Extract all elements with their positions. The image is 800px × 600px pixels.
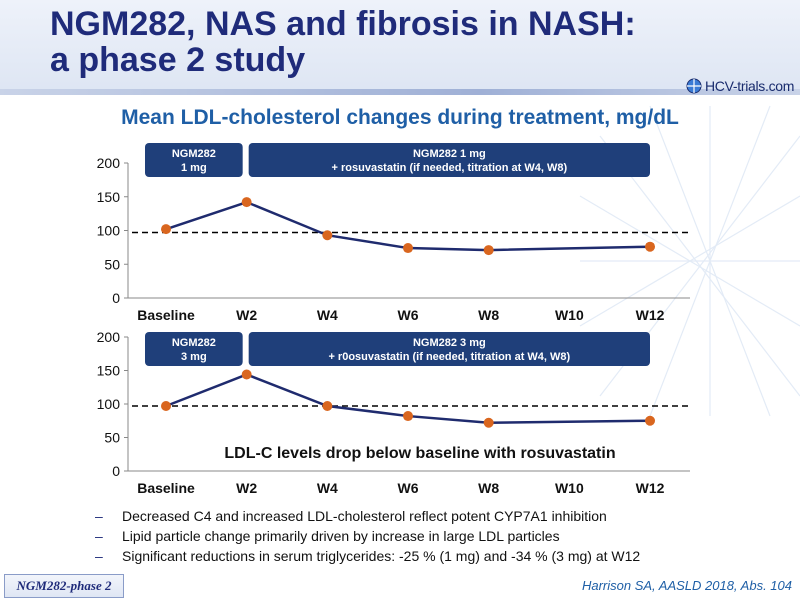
ldl-series-line [165, 200, 651, 252]
y-tick-label: 100 [97, 396, 121, 412]
treatment-phase-box [248, 143, 651, 177]
logo-globe-icon [686, 78, 702, 94]
bullet-item: – Lipid particle change primarily driven … [95, 526, 640, 546]
x-tick-label: W8 [478, 480, 499, 496]
phase-box-label-line2: 3 mg [181, 351, 207, 363]
y-tick-label: 200 [97, 329, 121, 345]
ldl-data-point [322, 401, 333, 412]
treatment-phase-box [145, 332, 243, 366]
slide-title-line2: a phase 2 study [50, 41, 306, 79]
phase-box-label-line1: NGM282 1 mg [413, 148, 486, 160]
x-tick-label: W10 [555, 307, 584, 323]
x-tick-label: Baseline [137, 307, 195, 323]
phase-box-label-line2: 1 mg [181, 162, 207, 174]
phase-box-label-line2: + rosuvastatin (if needed, titration at … [332, 162, 568, 174]
bullet-item: – Decreased C4 and increased LDL-choleste… [95, 506, 640, 526]
bullet-text: Decreased C4 and increased LDL-cholester… [122, 508, 607, 524]
chart-subtitle: Mean LDL-cholesterol changes during trea… [121, 106, 679, 129]
treatment-phase-box [145, 143, 243, 177]
bullet-dash: – [95, 548, 103, 564]
bullet-text: Significant reductions in serum triglyce… [122, 548, 641, 564]
x-tick-label: W10 [555, 480, 584, 496]
bullet-item: – Significant reductions in serum triglyc… [95, 546, 640, 566]
x-tick-label: W4 [317, 480, 338, 496]
bullet-list: – Decreased C4 and increased LDL-choleste… [95, 506, 640, 566]
ldl-data-point [241, 197, 252, 208]
x-tick-label: W2 [236, 480, 257, 496]
ldl-data-point [483, 417, 494, 428]
ldl-data-point [161, 401, 171, 412]
title-band [0, 0, 800, 95]
y-tick-label: 200 [97, 155, 121, 171]
x-tick-label: W12 [636, 480, 665, 496]
ldl-data-point [483, 245, 494, 256]
x-tick-label: W4 [317, 307, 338, 323]
phase-box-label-line1: NGM282 [172, 148, 216, 160]
bullet-dash: – [95, 528, 103, 544]
citation-text: Harrison SA, AASLD 2018, Abs. 104 [581, 578, 792, 593]
treatment-phase-box [248, 332, 651, 366]
ldl-data-point [241, 369, 252, 380]
annotation-text: LDL-C levels drop below baseline with ro… [224, 445, 615, 462]
bullet-text: Lipid particle change primarily driven b… [122, 528, 560, 544]
y-tick-label: 100 [97, 223, 121, 239]
footer-study-tag: NGM282-phase 2 [4, 574, 124, 598]
logo-text: HCV-trials.com [705, 78, 795, 94]
y-tick-label: 0 [112, 463, 120, 479]
slide-title-line1: NGM282, NAS and fibrosis in NASH: [50, 5, 636, 43]
phase-box-label-line1: NGM282 [172, 337, 216, 349]
y-tick-label: 150 [97, 363, 121, 379]
ldl-data-point [403, 243, 414, 254]
x-tick-label: W2 [236, 307, 257, 323]
y-tick-label: 0 [112, 290, 120, 306]
x-tick-label: W12 [636, 307, 665, 323]
y-tick-label: 50 [104, 256, 120, 272]
phase-box-label-line1: NGM282 3 mg [413, 337, 486, 349]
ldl-data-point [322, 230, 333, 241]
y-tick-label: 50 [104, 430, 120, 446]
x-tick-label: W6 [398, 480, 419, 496]
ldl-series-line [165, 373, 651, 425]
slide-title: NGM282, NAS and fibrosis in NASH: a phas… [50, 6, 636, 78]
ldl-data-point [645, 241, 656, 252]
y-tick-label: 150 [97, 189, 121, 205]
ldl-data-point [403, 411, 414, 422]
ldl-data-point [161, 224, 171, 235]
hcv-trials-logo[interactable]: HCV-trials.com [684, 76, 796, 98]
ldl-data-point [645, 415, 656, 426]
bullet-dash: – [95, 508, 103, 524]
phase-box-label-line2: + r0osuvastatin (if needed, titration at… [328, 351, 570, 363]
x-tick-label: W8 [478, 307, 499, 323]
x-tick-label: Baseline [137, 480, 195, 496]
x-tick-label: W6 [398, 307, 419, 323]
